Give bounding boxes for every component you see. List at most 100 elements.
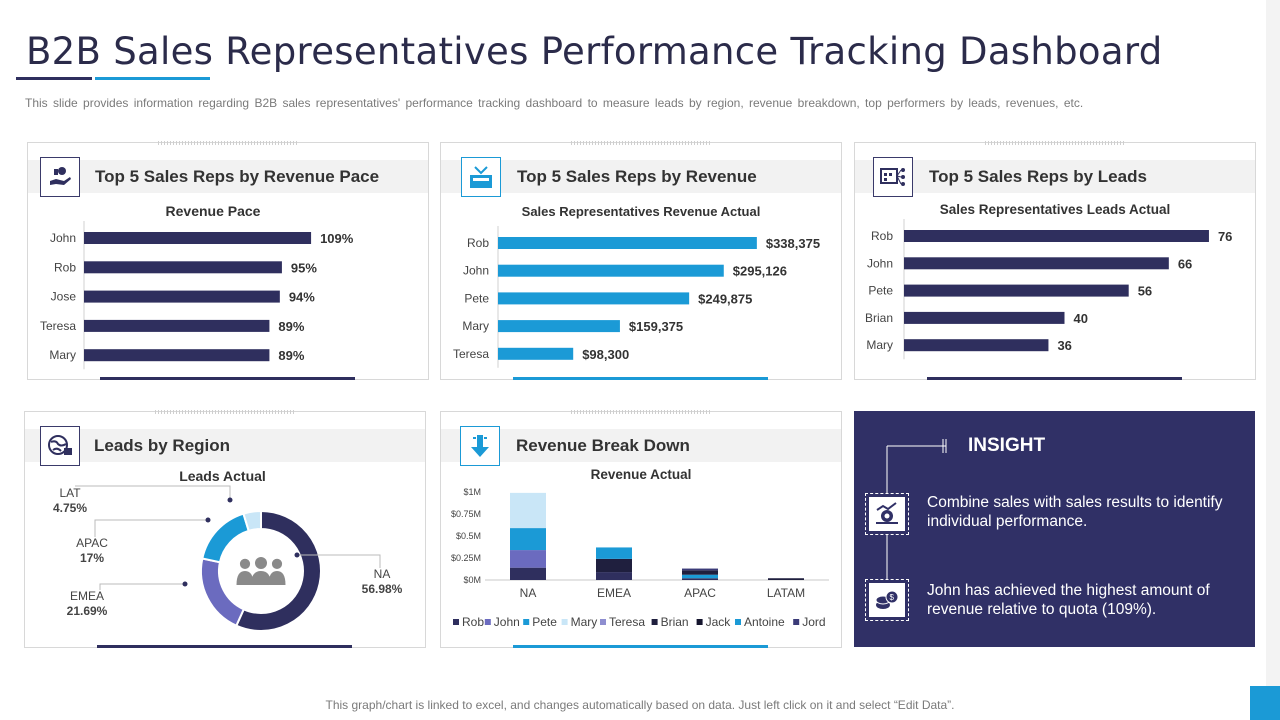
category-label: Rob xyxy=(54,260,76,274)
legend-label: John xyxy=(494,615,520,629)
data-label: 56 xyxy=(1138,284,1152,299)
panel-grip xyxy=(571,410,711,414)
panel-grip xyxy=(985,141,1125,145)
revenue-chart: Rob $338,375 John $295,126 Pete $249,875 Mary $… xyxy=(453,226,820,368)
people-icon xyxy=(236,557,286,585)
revenue-pace-chart: John 109% Rob 95% Jose 94% Teresa 89% Mary 89% xyxy=(40,221,354,370)
segment-latam-brian xyxy=(768,578,804,580)
data-label: $98,300 xyxy=(582,347,629,362)
bar-pete xyxy=(498,292,690,305)
panel-grip xyxy=(155,410,295,414)
chart-title: Revenue Pace xyxy=(165,203,261,219)
bar-pete xyxy=(904,284,1129,297)
corner-accent xyxy=(1250,686,1280,720)
panel-heading: Leads by Region xyxy=(94,436,231,455)
bar-john xyxy=(904,257,1169,270)
y-tick-label: $0M xyxy=(463,575,481,585)
category-label: Teresa xyxy=(453,347,489,361)
region-name: LAT xyxy=(59,486,81,500)
revenue-breakdown-chart: $0M $0.25M $0.5M $0.75M $1M NA EMEA APAC LATAM Ro… xyxy=(451,487,829,629)
category-label: Pete xyxy=(464,291,489,305)
y-tick-label: $1M xyxy=(463,487,481,497)
page-title: B2B Sales Representatives Performance Tr… xyxy=(26,30,1163,73)
legend-swatch xyxy=(696,619,703,625)
category-label: Rob xyxy=(871,229,893,243)
legend-label: Brian xyxy=(661,615,689,629)
category-label: John xyxy=(50,231,76,245)
bar-john xyxy=(84,232,312,244)
insight-panel: INSIGHT Combine sales with sales results… xyxy=(854,411,1255,647)
region-value: 17% xyxy=(80,551,104,565)
data-label: 40 xyxy=(1074,311,1088,326)
leader-dot xyxy=(294,552,300,558)
chart-title: Revenue Actual xyxy=(590,467,692,482)
gear-chart-icon xyxy=(876,502,898,524)
panel-leads-by-region: Leads by Region Leads Actual NA 56.98% EME… xyxy=(24,410,426,648)
legend-swatch xyxy=(484,619,491,625)
bar-mary xyxy=(904,339,1049,352)
data-label: $295,126 xyxy=(733,264,787,279)
panel-header: Top 5 Sales Reps by Revenue xyxy=(441,160,841,193)
y-tick-label: $0.5M xyxy=(456,531,481,541)
bar-rob xyxy=(904,230,1209,242)
data-label: 89% xyxy=(278,348,304,363)
panel-heading: Top 5 Sales Reps by Revenue xyxy=(517,167,757,186)
panel-accent-bar xyxy=(927,377,1182,380)
legend-swatch xyxy=(793,619,800,625)
region-value: 21.69% xyxy=(67,604,108,618)
legend-label: Jord xyxy=(802,615,825,629)
title-underline-blue xyxy=(95,77,210,80)
legend-swatch xyxy=(651,619,658,625)
bar-mary xyxy=(498,320,620,333)
data-label: 94% xyxy=(289,290,315,305)
leader-dot xyxy=(182,581,188,587)
legend-label: Jack xyxy=(706,615,732,629)
segment-apac-pete xyxy=(682,574,718,579)
money-basket-icon xyxy=(461,157,501,197)
svg-text:$: $ xyxy=(890,593,895,602)
panel-revenue-pace: Top 5 Sales Reps by Revenue Pace Revenue… xyxy=(27,141,429,380)
leader-line xyxy=(297,554,381,568)
panel-revenue: Top 5 Sales Reps by Revenue Sales Repres… xyxy=(440,141,842,380)
region-value: 56.98% xyxy=(362,582,403,596)
insight-connector-lines xyxy=(886,439,947,579)
insight-item-2-text: John has achieved the highest amount of … xyxy=(927,582,1210,618)
panel-grip xyxy=(158,141,298,145)
data-label: $249,875 xyxy=(698,291,752,306)
segment-emea-brian xyxy=(596,558,632,573)
segment-apac-brian xyxy=(682,570,718,575)
data-label: 76 xyxy=(1218,229,1232,244)
category-label: Jose xyxy=(51,290,77,304)
region-name: APAC xyxy=(76,536,108,550)
legend-swatch xyxy=(523,619,530,625)
panel-heading: Top 5 Sales Reps by Leads xyxy=(929,167,1147,186)
segment-na-john xyxy=(510,550,546,568)
panel-leads: Top 5 Sales Reps by Leads Sales Represen… xyxy=(854,141,1256,380)
insight-title: INSIGHT xyxy=(968,435,1046,456)
x-tick-label: EMEA xyxy=(597,586,631,600)
download-arrow-icon xyxy=(460,426,500,466)
region-value: 4.75% xyxy=(53,501,87,515)
chart-title: Leads Actual xyxy=(179,468,266,484)
slice-lat xyxy=(242,509,262,533)
panel-accent-bar xyxy=(100,377,355,380)
x-tick-label: LATAM xyxy=(767,586,805,600)
insight-item-2-icon-frame: $ xyxy=(865,579,909,621)
panel-header: Top 5 Sales Reps by Leads xyxy=(855,160,1255,193)
bar-rob xyxy=(498,237,757,249)
category-label: Brian xyxy=(865,311,893,325)
panel-heading: Revenue Break Down xyxy=(516,436,690,455)
leads-chart: Rob 76 John 66 Pete 56 Brian 40 Mary 36 xyxy=(865,219,1232,360)
insight-item-1-icon-frame xyxy=(865,493,909,535)
chart-title: Sales Representatives Leads Actual xyxy=(939,202,1171,217)
bar-rob xyxy=(84,261,282,274)
bar-teresa xyxy=(498,347,574,360)
bar-john xyxy=(498,264,724,277)
bar-brian xyxy=(904,311,1065,324)
leader-line xyxy=(75,485,231,500)
legend-label: Antoine xyxy=(744,615,785,629)
segment-na-mary xyxy=(510,492,546,529)
coins-icon: $ xyxy=(875,590,899,609)
category-label: Mary xyxy=(462,319,489,333)
